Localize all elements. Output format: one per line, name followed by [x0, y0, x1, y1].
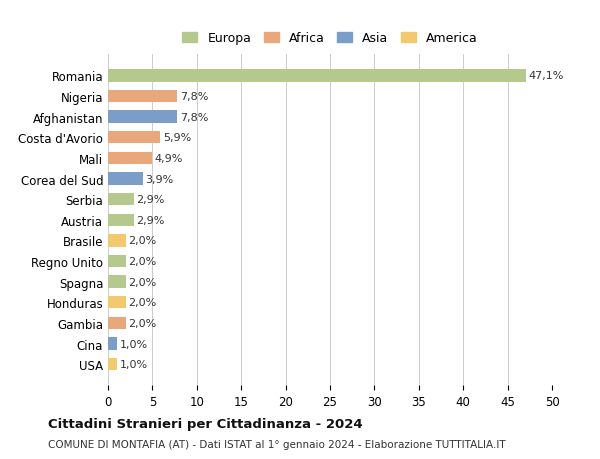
Bar: [108, 235, 126, 247]
Text: COMUNE DI MONTAFIA (AT) - Dati ISTAT al 1° gennaio 2024 - Elaborazione TUTTITALI: COMUNE DI MONTAFIA (AT) - Dati ISTAT al …: [48, 440, 506, 449]
Bar: [108, 297, 126, 309]
Text: 2,0%: 2,0%: [128, 236, 157, 246]
Bar: [108, 317, 126, 330]
Text: 2,0%: 2,0%: [128, 277, 157, 287]
Bar: [108, 214, 134, 226]
Bar: [108, 276, 126, 288]
Text: 2,0%: 2,0%: [128, 318, 157, 328]
Text: 5,9%: 5,9%: [163, 133, 191, 143]
Text: 3,9%: 3,9%: [145, 174, 173, 184]
Legend: Europa, Africa, Asia, America: Europa, Africa, Asia, America: [179, 28, 481, 49]
Text: Cittadini Stranieri per Cittadinanza - 2024: Cittadini Stranieri per Cittadinanza - 2…: [48, 417, 362, 430]
Bar: [108, 173, 143, 185]
Text: 1,0%: 1,0%: [119, 359, 148, 369]
Text: 2,0%: 2,0%: [128, 297, 157, 308]
Bar: [108, 111, 177, 123]
Text: 4,9%: 4,9%: [154, 154, 182, 163]
Text: 2,9%: 2,9%: [136, 215, 165, 225]
Bar: [108, 91, 177, 103]
Text: 2,0%: 2,0%: [128, 257, 157, 267]
Bar: [108, 70, 526, 83]
Text: 47,1%: 47,1%: [529, 71, 564, 81]
Text: 2,9%: 2,9%: [136, 195, 165, 205]
Text: 7,8%: 7,8%: [180, 112, 208, 123]
Bar: [108, 338, 117, 350]
Text: 7,8%: 7,8%: [180, 92, 208, 102]
Bar: [108, 132, 160, 144]
Bar: [108, 152, 152, 165]
Bar: [108, 255, 126, 268]
Bar: [108, 194, 134, 206]
Bar: [108, 358, 117, 370]
Text: 1,0%: 1,0%: [119, 339, 148, 349]
